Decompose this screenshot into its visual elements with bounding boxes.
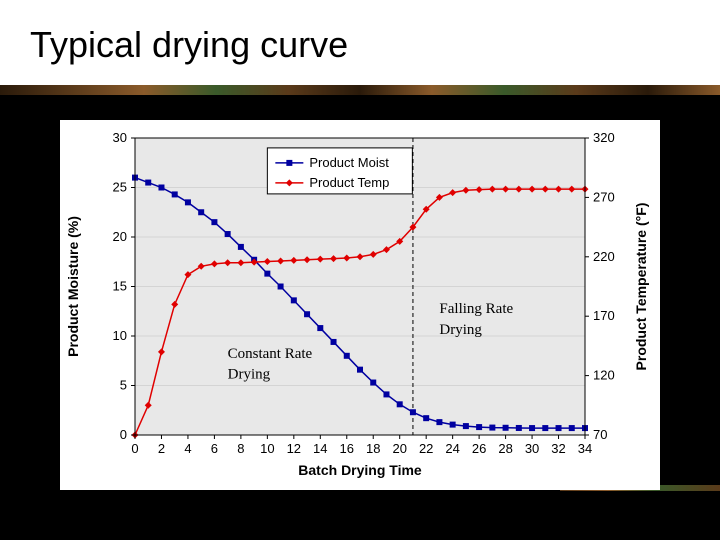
svg-text:Batch Drying Time: Batch Drying Time [298, 462, 422, 478]
svg-text:2: 2 [158, 441, 165, 456]
svg-text:5: 5 [120, 378, 127, 393]
svg-text:0: 0 [131, 441, 138, 456]
svg-text:30: 30 [113, 130, 127, 145]
svg-text:24: 24 [445, 441, 459, 456]
svg-text:Product Temperature (°F): Product Temperature (°F) [633, 203, 649, 371]
svg-text:Product Moisture (%): Product Moisture (%) [65, 216, 81, 357]
svg-text:Product Temp: Product Temp [309, 175, 389, 190]
svg-text:15: 15 [113, 279, 127, 294]
svg-text:30: 30 [525, 441, 539, 456]
svg-text:20: 20 [392, 441, 406, 456]
svg-text:170: 170 [593, 308, 615, 323]
drying-curve-chart: 0246810121416182022242628303234051015202… [60, 120, 660, 490]
svg-text:Falling Rate: Falling Rate [439, 301, 513, 317]
svg-text:Product Moist: Product Moist [309, 155, 389, 170]
svg-text:28: 28 [498, 441, 512, 456]
svg-text:120: 120 [593, 368, 615, 383]
divider-stripe [0, 85, 720, 95]
svg-text:320: 320 [593, 130, 615, 145]
svg-text:12: 12 [287, 441, 301, 456]
svg-text:Constant Rate: Constant Rate [228, 346, 313, 362]
svg-text:14: 14 [313, 441, 327, 456]
svg-text:10: 10 [113, 328, 127, 343]
svg-text:32: 32 [551, 441, 565, 456]
svg-text:Drying: Drying [439, 322, 482, 338]
svg-text:22: 22 [419, 441, 433, 456]
svg-text:6: 6 [211, 441, 218, 456]
svg-text:25: 25 [113, 180, 127, 195]
svg-text:70: 70 [593, 427, 607, 442]
svg-text:26: 26 [472, 441, 486, 456]
svg-text:16: 16 [340, 441, 354, 456]
svg-text:4: 4 [184, 441, 191, 456]
svg-text:18: 18 [366, 441, 380, 456]
svg-text:10: 10 [260, 441, 274, 456]
svg-text:20: 20 [113, 229, 127, 244]
svg-text:220: 220 [593, 249, 615, 264]
svg-text:270: 270 [593, 189, 615, 204]
slide-title: Typical drying curve [30, 24, 348, 66]
svg-text:34: 34 [578, 441, 592, 456]
svg-text:Drying: Drying [228, 367, 271, 383]
svg-text:8: 8 [237, 441, 244, 456]
svg-text:0: 0 [120, 427, 127, 442]
